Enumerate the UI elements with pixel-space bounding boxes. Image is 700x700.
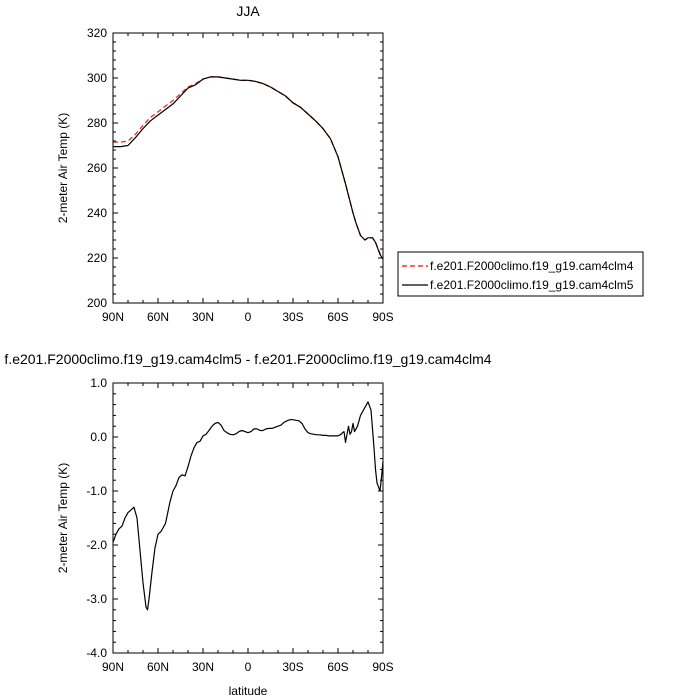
- bottom-x-tick-label: 30S: [282, 660, 303, 674]
- bottom-y-tick-label: -3.0: [86, 592, 107, 606]
- bottom-y-tick-label: 1.0: [90, 376, 107, 390]
- top-x-tick-label: 30S: [282, 310, 303, 324]
- top-chart-ticks: [112, 32, 384, 304]
- bottom-x-tick-label: 90N: [102, 660, 124, 674]
- top-chart-ylabel: 2-meter Air Temp (K): [56, 113, 70, 223]
- bottom-x-tick-label: 30N: [192, 660, 214, 674]
- top-chart-y-tick-labels: 200 220 240 260 280 300 320: [87, 26, 107, 310]
- legend-label-clm5: f.e201.F2000climo.f19_g19.cam4clm5: [430, 278, 634, 292]
- top-x-tick-label: 90N: [102, 310, 124, 324]
- top-y-tick-label: 260: [87, 161, 107, 175]
- top-y-tick-label: 280: [87, 116, 107, 130]
- bottom-chart-title: f.e201.F2000climo.f19_g19.cam4clm5 - f.e…: [4, 351, 491, 367]
- top-chart-legend: f.e201.F2000climo.f19_g19.cam4clm4 f.e20…: [397, 251, 644, 297]
- bottom-x-tick-label: 0: [245, 660, 252, 674]
- bottom-chart-x-tick-labels: 90N 60N 30N 0 30S 60S 90S: [102, 660, 394, 674]
- bottom-x-tick-label: 60N: [147, 660, 169, 674]
- top-x-tick-label: 90S: [372, 310, 393, 324]
- bottom-y-tick-label: -2.0: [86, 538, 107, 552]
- bottom-chart-series: [112, 401, 384, 611]
- bottom-chart-panel: f.e201.F2000climo.f19_g19.cam4clm5 - f.e…: [4, 351, 491, 698]
- bottom-x-tick-label: 90S: [372, 660, 393, 674]
- bottom-chart-xlabel: latitude: [229, 684, 268, 698]
- top-y-tick-label: 240: [87, 206, 107, 220]
- top-y-tick-label: 320: [87, 26, 107, 40]
- top-series-line-1: [113, 76, 384, 260]
- bottom-chart-y-tick-labels: -4.0 -3.0 -2.0 -1.0 0.0 1.0: [86, 376, 107, 660]
- top-y-tick-label: 220: [87, 251, 107, 265]
- bottom-x-tick-label: 60S: [327, 660, 348, 674]
- top-y-tick-label: 200: [87, 296, 107, 310]
- bottom-y-tick-label: -1.0: [86, 484, 107, 498]
- legend-box: [397, 251, 644, 297]
- top-chart-panel: JJA 2-meter Air Temp (K) 90N 60N 30N 0 30S 60…: [56, 3, 394, 324]
- bottom-y-tick-label: 0.0: [90, 430, 107, 444]
- bottom-chart-ticks: [112, 382, 384, 654]
- top-chart-title: JJA: [236, 3, 260, 19]
- bottom-series-line-0: [112, 401, 384, 611]
- top-chart-series: [113, 76, 384, 260]
- top-chart-x-tick-labels: 90N 60N 30N 0 30S 60S 90S: [102, 310, 394, 324]
- top-x-tick-label: 60N: [147, 310, 169, 324]
- top-chart-frame: [112, 32, 384, 304]
- bottom-y-tick-label: -4.0: [86, 646, 107, 660]
- top-x-tick-label: 30N: [192, 310, 214, 324]
- bottom-chart-frame: [112, 382, 384, 654]
- top-y-tick-label: 300: [87, 71, 107, 85]
- legend-label-clm4: f.e201.F2000climo.f19_g19.cam4clm4: [430, 259, 634, 273]
- bottom-chart-ylabel: 2-meter Air Temp (K): [56, 463, 70, 573]
- top-x-tick-label: 60S: [327, 310, 348, 324]
- top-x-tick-label: 0: [245, 310, 252, 324]
- top-series-line-0: [113, 76, 384, 259]
